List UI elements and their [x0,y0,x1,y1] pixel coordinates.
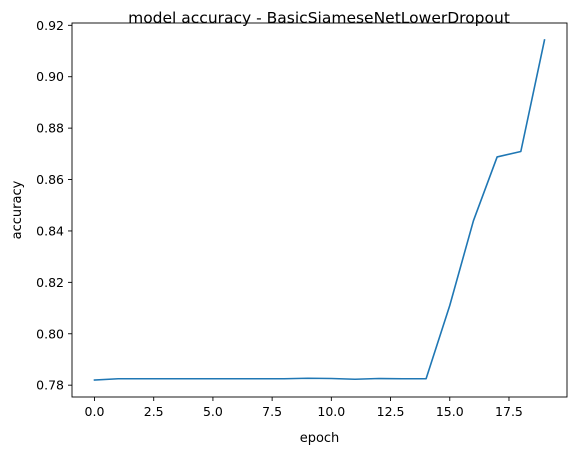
x-tick-label: 17.5 [495,404,523,419]
x-axis-label: epoch [300,431,340,446]
y-tick-label: 0.78 [36,378,64,393]
y-tick-label: 0.80 [36,326,64,341]
x-tick-label: 7.5 [262,404,282,419]
y-axis-ticks: 0.78 0.80 0.82 0.84 0.86 0.88 0.90 0.92 [36,18,72,393]
chart-title: model accuracy - BasicSiameseNetLowerDro… [128,9,510,27]
x-tick-label: 0.0 [85,404,105,419]
y-axis-label: accuracy [10,180,25,239]
x-tick-label: 5.0 [203,404,223,419]
y-tick-label: 0.86 [36,172,64,187]
accuracy-series-line [93,39,546,381]
x-tick-label: 2.5 [144,404,164,419]
y-tick-label: 0.92 [36,18,64,33]
x-axis-ticks: 0.0 2.5 5.0 7.5 10.0 12.5 15.0 17.5 [85,397,523,419]
y-tick-label: 0.88 [36,121,64,136]
y-tick-label: 0.84 [36,223,64,238]
x-tick-label: 12.5 [377,404,405,419]
x-tick-label: 10.0 [317,404,345,419]
plot-area-frame [71,22,568,398]
y-tick-label: 0.82 [36,275,64,290]
x-tick-label: 15.0 [436,404,464,419]
y-tick-label: 0.90 [36,69,64,84]
